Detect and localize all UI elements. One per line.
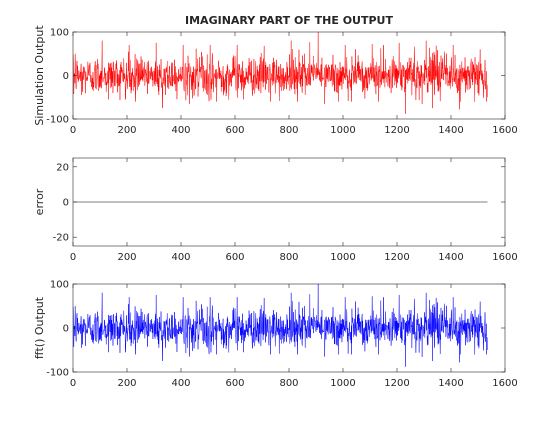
x-tick-label: 1200 — [384, 378, 409, 389]
x-tick-label: 600 — [225, 252, 244, 263]
y-tick-label: 0 — [63, 324, 69, 335]
x-tick-label: 0 — [70, 378, 76, 389]
x-tick-label: 1000 — [330, 252, 355, 263]
y-axis-label: fft() Output — [33, 296, 46, 359]
x-tick-label: 1600 — [492, 378, 517, 389]
x-tick-label: 600 — [225, 378, 244, 389]
y-tick-label: 100 — [50, 28, 69, 39]
x-tick-label: 1600 — [492, 252, 517, 263]
y-axis-label: error — [33, 188, 46, 215]
plot-area — [73, 284, 505, 372]
y-axis-label: Simulation Output — [33, 25, 46, 126]
panel-simulation-output: 0 200 400 600 800 1000 1200 1400 1600-1000100Sim… — [33, 25, 518, 136]
x-tick-label: 0 — [70, 125, 76, 136]
x-tick-label: 1400 — [438, 125, 463, 136]
x-tick-label: 600 — [225, 125, 244, 136]
series-line-simulation-output — [73, 32, 488, 114]
panel-fft-output: 0 200 400 600 800 1000 1200 1400 1600-1000100fft… — [33, 280, 518, 390]
y-tick-label: -100 — [46, 115, 69, 126]
x-tick-label: 1200 — [384, 125, 409, 136]
plot-area — [73, 32, 505, 119]
y-tick-label: 0 — [63, 198, 69, 209]
x-tick-label: 0 — [70, 252, 76, 263]
x-tick-label: 400 — [171, 125, 190, 136]
y-tick-label: 0 — [63, 71, 69, 82]
x-tick-label: 800 — [279, 378, 298, 389]
x-tick-label: 1000 — [330, 125, 355, 136]
x-tick-label: 400 — [171, 378, 190, 389]
y-tick-label: 20 — [56, 162, 69, 173]
x-tick-label: 1200 — [384, 252, 409, 263]
series-line-fft-output — [73, 284, 488, 367]
y-tick-label: -100 — [46, 368, 69, 379]
x-tick-label: 200 — [117, 252, 136, 263]
figure-title: IMAGINARY PART OF THE OUTPUT — [185, 14, 393, 27]
x-tick-label: 800 — [279, 125, 298, 136]
x-tick-label: 800 — [279, 252, 298, 263]
x-tick-label: 200 — [117, 125, 136, 136]
y-tick-label: -20 — [53, 233, 69, 244]
y-tick-label: 100 — [50, 280, 69, 291]
x-tick-label: 1600 — [492, 125, 517, 136]
x-tick-label: 1400 — [438, 378, 463, 389]
x-tick-label: 200 — [117, 378, 136, 389]
x-tick-label: 1400 — [438, 252, 463, 263]
x-tick-label: 1000 — [330, 378, 355, 389]
x-tick-label: 400 — [171, 252, 190, 263]
